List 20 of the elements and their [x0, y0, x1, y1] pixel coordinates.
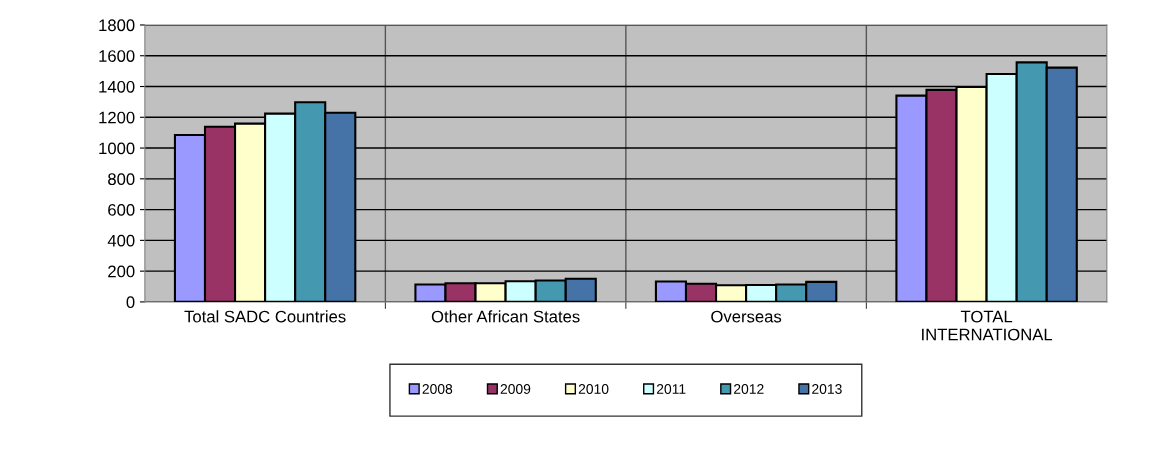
- x-tick-label: TOTAL INTERNATIONAL: [922, 310, 1053, 341]
- x-tick-label: Total SADC Countries: [184, 310, 346, 323]
- y-tick-label: 600: [108, 204, 135, 216]
- legend-label: 2010: [578, 384, 609, 394]
- y-tick-label: 1200: [99, 111, 135, 124]
- legend-label: 2011: [656, 384, 686, 394]
- y-tick-label: 1600: [99, 50, 135, 62]
- y-tick-label: 200: [108, 265, 135, 278]
- y-tick-label: 1400: [99, 80, 135, 93]
- y-tick-label: 1000: [99, 142, 135, 155]
- y-tick-label: 0: [126, 296, 135, 309]
- y-tick-label: 800: [108, 173, 135, 186]
- legend-label: 2013: [812, 384, 842, 394]
- y-tick-label: 400: [107, 234, 135, 247]
- y-tick-label: 1800: [99, 19, 135, 32]
- legend-label: 2012: [734, 384, 764, 394]
- legend-label: 2008: [422, 384, 453, 394]
- legend-label: 2009: [500, 384, 531, 394]
- x-tick-label: Other African States: [431, 310, 580, 323]
- x-tick-label: Overseas: [711, 310, 782, 323]
